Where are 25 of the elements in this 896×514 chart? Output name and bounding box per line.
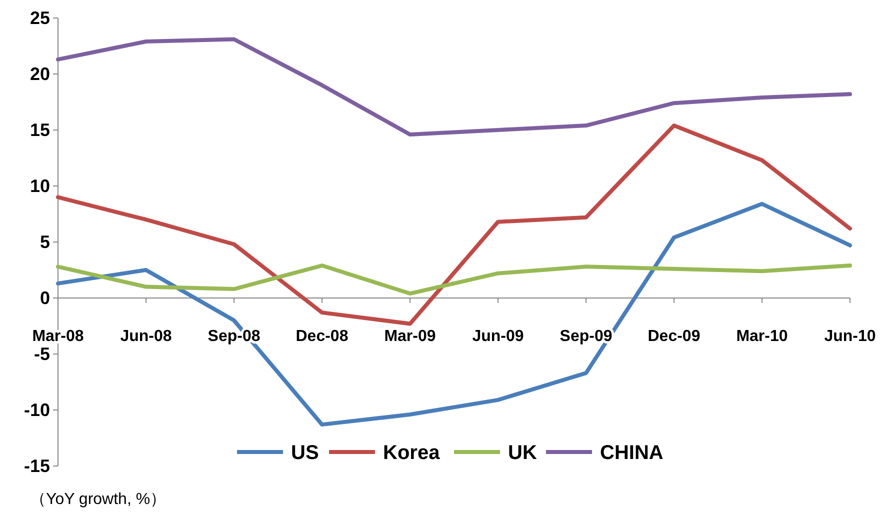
x-tick-label: Dec-08 — [296, 328, 348, 345]
x-tick-label: Dec-09 — [648, 328, 700, 345]
line-series — [56, 264, 852, 296]
legend-label: UK — [508, 442, 538, 464]
line-series — [56, 37, 852, 136]
x-tick-label: Mar-09 — [384, 328, 436, 345]
y-tick-label: 25 — [30, 8, 50, 28]
legend-label: Korea — [383, 442, 441, 464]
x-tick-label: Mar-10 — [736, 328, 788, 345]
x-tick-label: Mar-08 — [32, 328, 84, 345]
x-tick-label: Jun-08 — [120, 328, 172, 345]
y-tick-label: 20 — [30, 64, 50, 84]
x-tick-label: Jun-10 — [824, 328, 876, 345]
x-tick-label: Jun-09 — [472, 328, 524, 345]
legend-label: CHINA — [600, 442, 664, 464]
y-tick-label: 15 — [30, 120, 50, 140]
y-tick-label: -10 — [24, 400, 50, 420]
y-tick-label: 5 — [40, 232, 50, 252]
y-tick-label: -15 — [24, 456, 50, 476]
text: （YoY growth, %） — [30, 491, 166, 508]
line-series — [56, 124, 852, 326]
y-tick-label: 10 — [30, 176, 50, 196]
legend-label: US — [291, 442, 319, 464]
y-tick-label: -5 — [34, 344, 50, 364]
y-tick-label: 0 — [40, 288, 50, 308]
